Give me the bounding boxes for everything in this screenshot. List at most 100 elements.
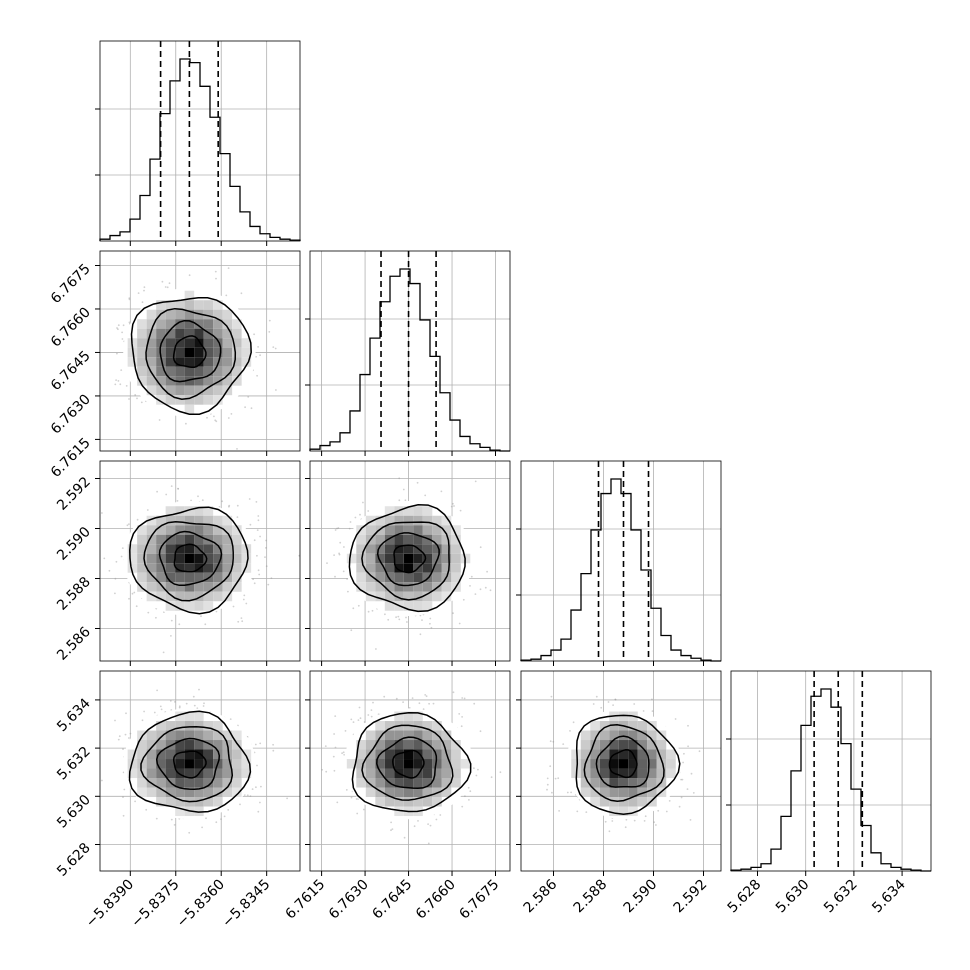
- scatter-point: [468, 799, 470, 801]
- scatter-point: [193, 704, 196, 707]
- density-cell: [384, 563, 395, 573]
- x-tick-label: −5.8360: [174, 877, 228, 931]
- scatter-point: [259, 801, 261, 804]
- scatter-point: [155, 616, 157, 619]
- density-cell: [403, 534, 414, 545]
- density-cell: [232, 787, 242, 798]
- density-cell: [451, 525, 461, 535]
- density-cell: [346, 553, 357, 564]
- y-tick-label: 2.590: [54, 524, 94, 564]
- density-cell: [175, 740, 185, 750]
- density-cell: [441, 591, 452, 602]
- scatter-point: [240, 292, 243, 295]
- scatter-point: [398, 499, 401, 502]
- scatter-point: [122, 814, 125, 817]
- density-cell: [232, 328, 242, 339]
- density-cell: [156, 740, 166, 750]
- scatter-point: [128, 321, 131, 324]
- density-cell: [222, 544, 233, 554]
- scatter-point: [144, 234, 146, 236]
- density-cell: [165, 347, 176, 358]
- scatter-point: [225, 294, 228, 297]
- scatter-point: [268, 331, 271, 333]
- density-cell: [175, 582, 185, 592]
- scatter-point: [198, 688, 200, 691]
- x-tick-label: 5.634: [869, 876, 909, 916]
- scatter-point: [418, 702, 421, 705]
- density-cell: [184, 357, 195, 367]
- scatter-point: [260, 785, 262, 788]
- scatter-point: [338, 553, 341, 556]
- density-cell: [213, 366, 223, 377]
- contour-line: [130, 296, 252, 415]
- density-cell: [422, 591, 433, 602]
- density-cell: [175, 787, 185, 798]
- scatter-point: [117, 380, 120, 382]
- density-cell: [184, 711, 195, 722]
- density-cell: [222, 515, 233, 526]
- density-cell: [213, 309, 223, 320]
- density-cell: [175, 309, 185, 320]
- density-cell: [213, 563, 223, 573]
- scatter-point: [115, 560, 118, 563]
- density-cell: [213, 740, 223, 750]
- density-cell: [127, 553, 138, 564]
- panel-content: [101, 485, 300, 654]
- density-cell: [232, 544, 242, 554]
- scatter-point: [255, 355, 257, 358]
- scatter-point: [479, 730, 482, 733]
- scatter-point: [125, 712, 127, 715]
- density-cell: [384, 591, 395, 602]
- density-cell: [232, 582, 242, 592]
- scatter-point: [403, 836, 406, 839]
- density-cell: [175, 721, 185, 731]
- density-cell: [394, 544, 404, 554]
- scatter-point: [215, 821, 218, 824]
- scatter-point: [479, 588, 482, 591]
- density-cell: [137, 328, 147, 339]
- density-cell: [375, 563, 385, 573]
- scatter-point: [164, 286, 167, 288]
- scatter-point: [128, 597, 130, 600]
- density-cell: [165, 759, 176, 769]
- density-cell: [137, 778, 147, 788]
- density-cell: [146, 309, 157, 320]
- scatter-point: [137, 292, 140, 294]
- contour-line: [158, 530, 223, 587]
- scatter-point: [462, 598, 465, 601]
- scatter-point: [165, 493, 168, 496]
- density-cell: [194, 553, 204, 564]
- scatter-point: [452, 612, 454, 615]
- scatter-point: [499, 771, 502, 774]
- scatter-point: [402, 488, 405, 491]
- density-cell: [184, 328, 195, 339]
- density-cell: [213, 749, 223, 760]
- density-cell: [403, 525, 414, 535]
- density-cell: [175, 300, 185, 310]
- density-cell: [156, 376, 166, 386]
- density-cell: [203, 309, 214, 320]
- scatter-point: [103, 557, 106, 560]
- scatter-point: [247, 396, 250, 398]
- density-cell: [165, 300, 176, 310]
- density-cell: [213, 347, 223, 358]
- density-cell: [365, 563, 376, 573]
- density-cell: [394, 515, 404, 526]
- density-cell: [203, 300, 214, 310]
- density-cell: [156, 563, 166, 573]
- contour-line: [173, 543, 208, 573]
- scatter-point: [121, 331, 123, 334]
- scatter-point: [404, 499, 407, 502]
- density-cell: [184, 601, 195, 611]
- density-cell: [146, 563, 157, 573]
- scatter-point: [286, 797, 288, 800]
- density-cell: [403, 591, 414, 602]
- density-cell: [203, 347, 214, 358]
- scatter-point: [411, 697, 414, 699]
- scatter-point: [201, 499, 204, 502]
- scatter-point: [159, 705, 162, 708]
- density-cell: [394, 534, 404, 545]
- scatter-point: [204, 623, 207, 626]
- density-cell: [184, 525, 195, 535]
- scatter-point: [384, 613, 386, 616]
